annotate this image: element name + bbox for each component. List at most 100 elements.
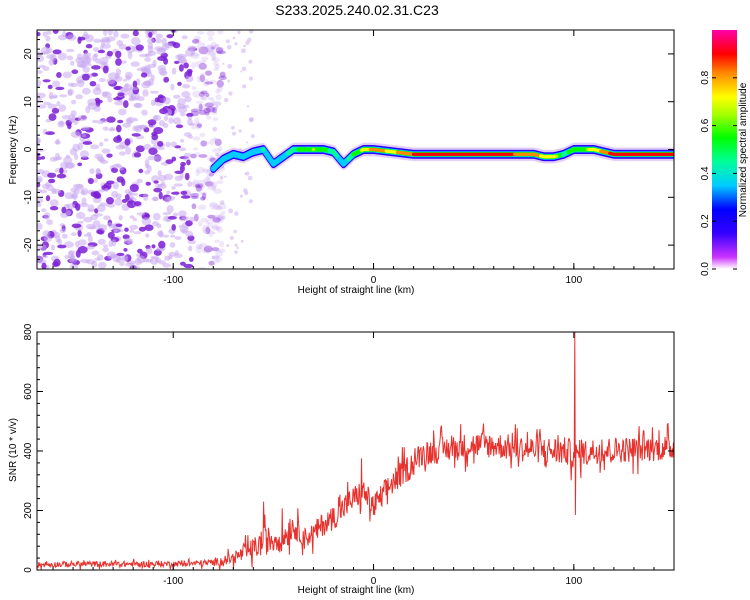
noise-blob (146, 165, 152, 173)
noise-blob (102, 126, 109, 131)
noise-blob (93, 105, 101, 112)
colorbar-ticks: 0.0 0.2 0.4 0.6 0.8 (700, 70, 737, 276)
noise-blob (68, 119, 77, 123)
noise-blob (195, 38, 201, 42)
noise-blob (118, 108, 127, 116)
noise-blob (190, 193, 199, 198)
noise-blob (87, 208, 95, 212)
noise-blob (181, 216, 190, 220)
noise-blob (200, 94, 208, 101)
noise-blob (215, 255, 220, 263)
noise-blob (202, 224, 209, 229)
noise-blob (236, 246, 240, 250)
x-tick-label: 0 (371, 275, 377, 286)
noise-blob (59, 167, 64, 175)
noise-blob (49, 95, 58, 99)
noise-blob (152, 114, 162, 121)
noise-blob (159, 108, 168, 115)
noise-blob (214, 43, 220, 49)
noise-blob (208, 201, 218, 208)
x-tick-label: 100 (565, 275, 582, 286)
noise-blob (188, 256, 194, 262)
noise-blob (47, 172, 57, 178)
noise-blob (37, 70, 43, 74)
noise-blob (162, 263, 171, 268)
noise-blob (42, 230, 50, 237)
noise-blob (162, 212, 171, 216)
noise-blob (99, 57, 109, 65)
noise-blob (117, 92, 125, 97)
noise-blob (129, 215, 135, 219)
noise-blob (248, 59, 253, 64)
noise-blob (211, 55, 217, 62)
noise-blob (203, 245, 213, 253)
noise-blob (232, 36, 236, 40)
noise-blob (190, 110, 199, 117)
noise-blob (43, 235, 52, 242)
noise-blob (211, 225, 218, 229)
noise-blob (200, 196, 206, 201)
noise-blob (98, 261, 107, 269)
noise-blob (121, 198, 128, 203)
noise-blob (226, 44, 232, 50)
noise-blob (206, 30, 215, 37)
noise-blob (75, 203, 81, 211)
noise-blob (157, 140, 164, 147)
noise-blob (217, 30, 224, 35)
noise-blob (106, 116, 116, 123)
noise-blob (129, 229, 135, 233)
noise-blob (56, 72, 62, 78)
noise-blob (224, 175, 227, 178)
noise-blob (186, 112, 194, 118)
noise-blob (231, 125, 235, 130)
noise-blob (81, 197, 87, 205)
noise-blob (153, 155, 163, 163)
noise-blob (69, 263, 79, 269)
noise-blob (82, 73, 90, 81)
noise-blob (57, 34, 68, 41)
noise-blob (205, 92, 210, 98)
noise-blob (115, 58, 122, 66)
noise-blob (195, 246, 202, 254)
noise-blob (237, 30, 241, 35)
noise-blob (200, 141, 211, 145)
noise-blob (215, 63, 220, 70)
noise-blob (53, 258, 61, 267)
noise-blob (234, 42, 238, 46)
noise-blob (69, 148, 78, 156)
noise-blob (226, 244, 230, 248)
noise-blob (215, 89, 220, 94)
noise-blob (97, 119, 104, 125)
noise-blob (118, 151, 126, 156)
noise-blob (204, 181, 214, 187)
noise-blob (228, 208, 234, 214)
noise-blob (149, 90, 160, 94)
noise-blob (136, 255, 146, 264)
noise-blob (198, 154, 208, 158)
ridge-core (261, 147, 266, 152)
noise-blob (157, 65, 166, 71)
noise-blob (71, 223, 82, 229)
x-tick-label: 0 (371, 576, 377, 587)
noise-blob (42, 79, 51, 83)
noise-blob (52, 49, 62, 55)
noise-blob (66, 55, 74, 61)
colorbar: 0.0 0.2 0.4 0.6 0.8 Normalized spectral ampl… (700, 30, 749, 276)
noise-blob (119, 165, 124, 171)
noise-blob (125, 46, 131, 51)
noise-blob (211, 101, 221, 106)
noise-blob (177, 81, 182, 86)
noise-blob (147, 119, 157, 126)
noise-blob (180, 190, 188, 195)
noise-blob (219, 240, 224, 248)
noise-blob (197, 42, 206, 47)
noise-blob (209, 157, 217, 163)
noise-blob (37, 97, 42, 103)
noise-blob (216, 180, 224, 184)
noise-blob (170, 234, 176, 238)
noise-blob (106, 203, 116, 208)
noise-blob (178, 64, 184, 72)
noise-blob (209, 203, 220, 210)
noise-blob (205, 220, 210, 225)
noise-blob (227, 79, 231, 83)
